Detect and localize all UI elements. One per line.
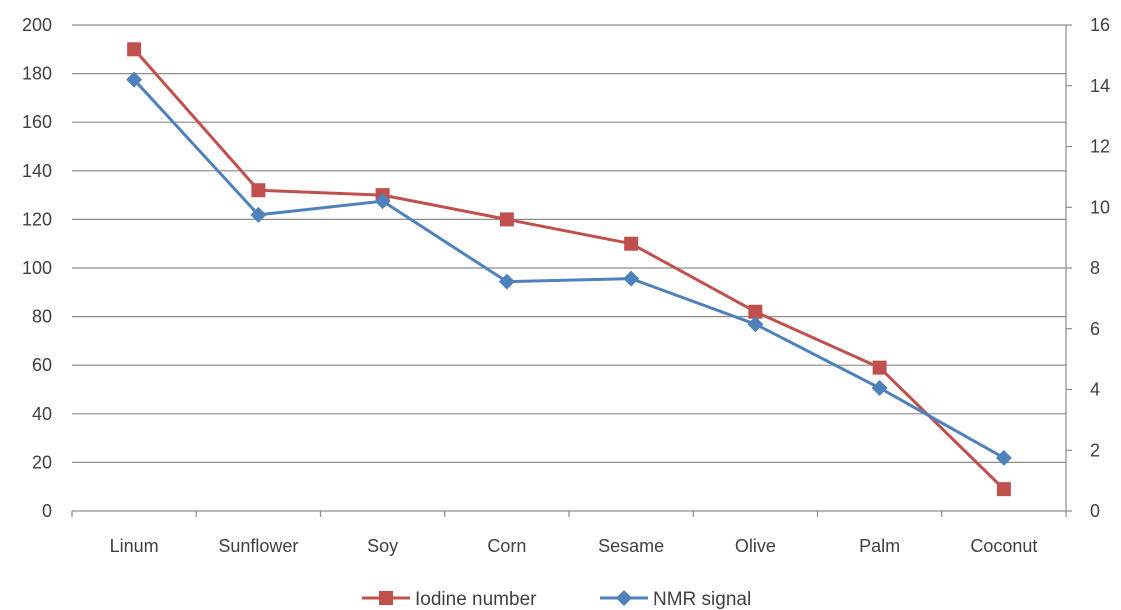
left-tick-label: 60 [32,355,52,375]
nmr-signal-point [871,379,888,396]
x-tick-label: Linum [110,536,159,556]
right-tick-label: 10 [1090,197,1110,217]
left-tick-label: 100 [22,258,52,278]
nmr-signal-point [126,71,143,88]
nmr-signal-point [623,270,640,287]
left-tick-label: 160 [22,112,52,132]
left-tick-label: 200 [22,15,52,35]
right-tick-label: 14 [1090,76,1110,96]
iodine-number-point [127,42,142,57]
gridlines [72,24,1066,463]
right-tick-label: 12 [1090,137,1110,157]
right-tick-label: 6 [1090,319,1100,339]
iodine-number-point [996,482,1011,497]
left-axis-ticks: 0 20 40 60 80 100 120 140 160 180 200 [22,15,52,521]
x-axis-ticks: Linum Sunflower Soy Corn Sesame Olive Palm Coco… [110,536,1038,556]
series-group [126,42,1012,497]
iodine-number-point [499,212,514,227]
left-tick-label: 20 [32,452,52,472]
x-tick-label: Corn [487,536,526,556]
left-tick-label: 120 [22,209,52,229]
x-tick-label: Soy [367,536,398,556]
legend-iodine-number-label: Iodine number [415,589,537,610]
nmr-signal-point [995,449,1012,466]
nmr-signal-line [133,78,1005,460]
legend: Iodine number NMR signal [362,589,751,610]
right-tick-label: 0 [1090,501,1100,521]
nmr-signal-point [250,206,267,223]
iodine-number-point [748,304,763,319]
nmr-signal-point [498,273,515,290]
x-tick-label: Coconut [970,536,1037,556]
nmr-signal-point [747,316,764,333]
axes [71,24,1072,517]
left-tick-label: 140 [22,161,52,181]
legend-nmr-signal-marker [616,590,632,606]
right-tick-label: 8 [1090,258,1100,278]
iodine-number-point [872,360,887,375]
iodine-number-point [251,183,266,198]
nmr-signal-point [374,193,391,210]
legend-nmr-signal-label: NMR signal [653,589,751,610]
right-tick-label: 16 [1090,15,1110,35]
right-tick-label: 4 [1090,380,1100,400]
x-tick-label: Sesame [598,536,664,556]
iodine-number-line [132,48,1005,491]
iodine-number-point [624,236,639,251]
right-tick-label: 2 [1090,440,1100,460]
left-tick-label: 40 [32,404,52,424]
right-axis-ticks: 0 2 4 6 8 10 12 14 16 [1090,15,1110,521]
x-tick-label: Sunflower [218,536,298,556]
left-tick-label: 0 [42,501,52,521]
x-tick-label: Palm [859,536,900,556]
left-tick-label: 80 [32,307,52,327]
x-tick-label: Olive [735,536,776,556]
legend-iodine-number-marker [379,591,393,605]
left-tick-label: 180 [22,64,52,84]
